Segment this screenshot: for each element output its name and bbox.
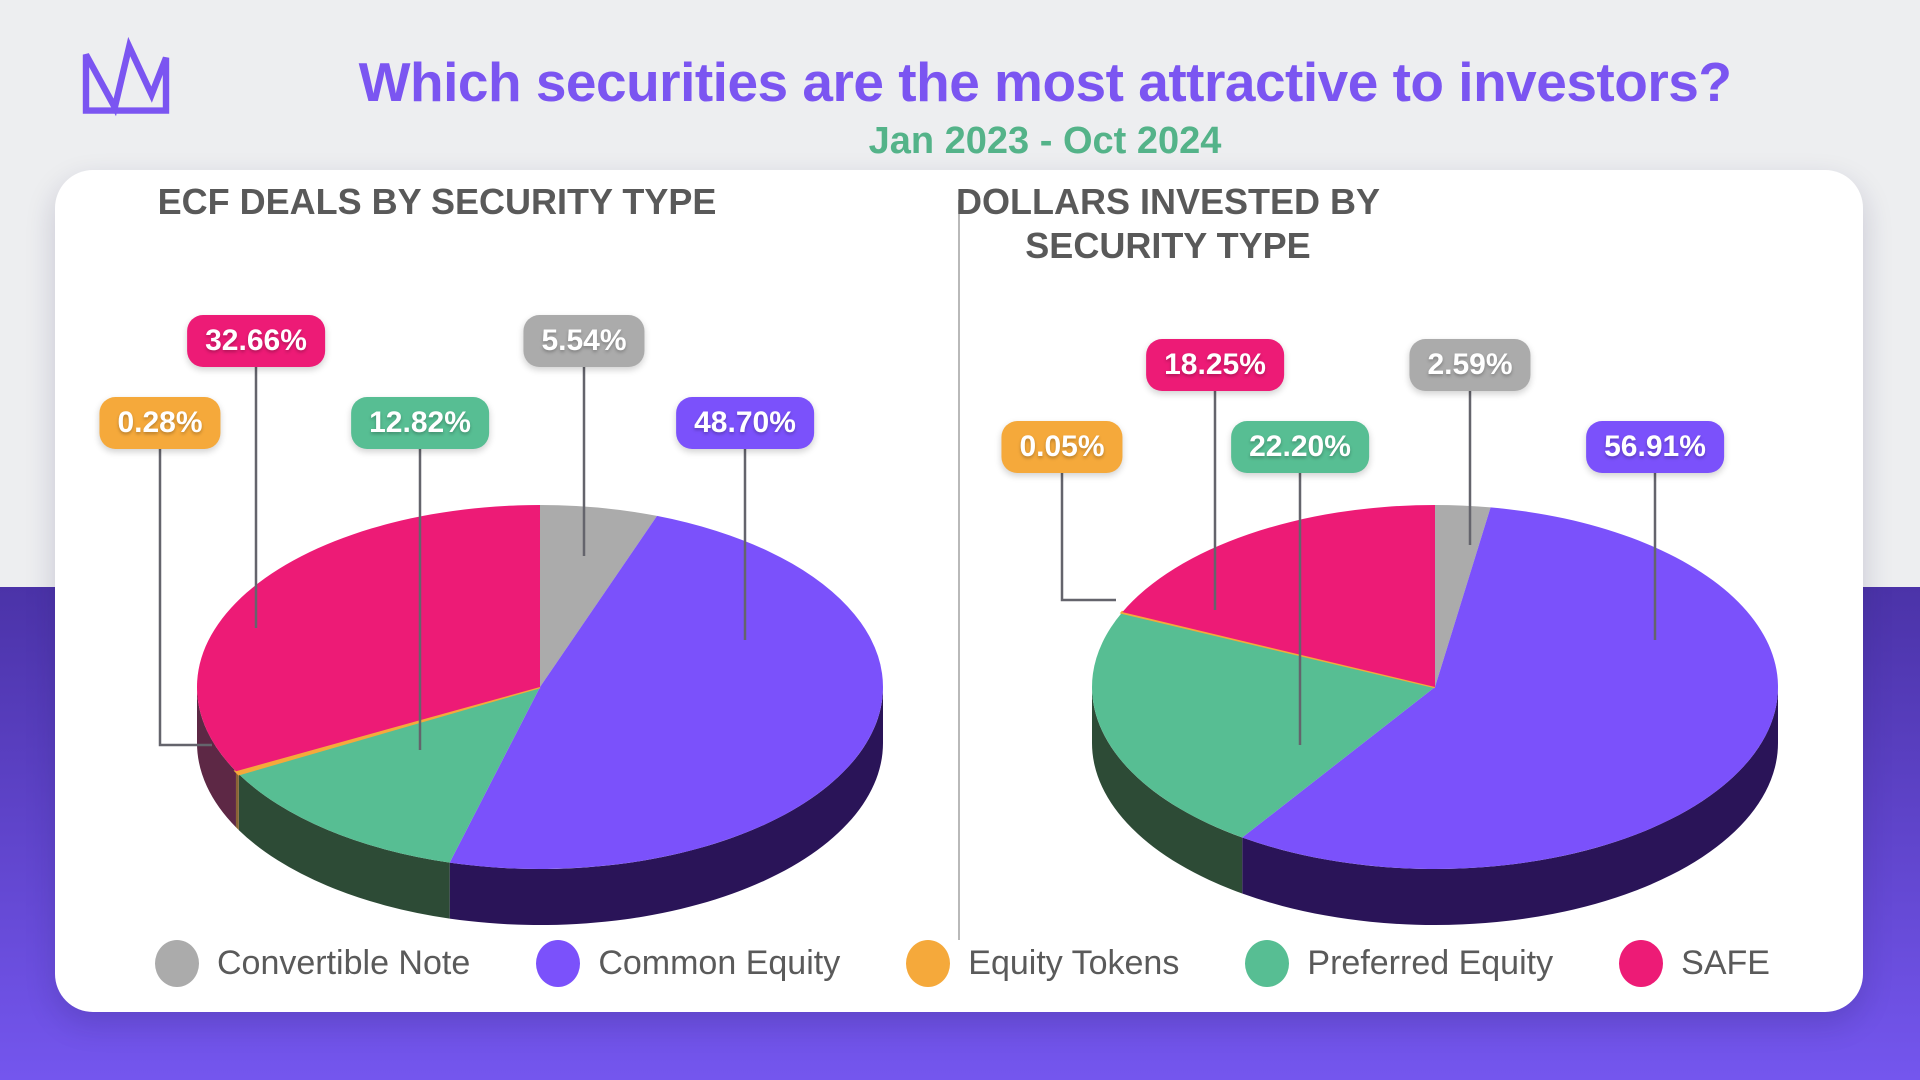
legend-dot-icon <box>1245 939 1290 987</box>
pie-side-safe <box>197 687 236 828</box>
percent-badge-convertible-note: 2.59% <box>1409 339 1531 391</box>
pie-side-common-equity <box>449 687 883 925</box>
vertical-divider <box>958 200 960 940</box>
pie-slice-preferred-equity <box>1092 612 1435 838</box>
pie-side-common-equity <box>1242 687 1779 925</box>
left-chart-title: ECF DEALS BY SECURITY TYPE <box>157 181 717 222</box>
pie-side-preferred-equity <box>1092 687 1243 894</box>
pie-side-equity-tokens <box>235 771 239 831</box>
pie-slice-common-equity <box>449 515 884 870</box>
pie-side-preferred-equity <box>238 774 450 919</box>
legend-label: Convertible Note <box>217 943 471 982</box>
percent-badge-preferred-equity: 22.20% <box>1231 421 1369 473</box>
legend-label: SAFE <box>1681 943 1770 982</box>
percent-badge-common-equity: 56.91% <box>1586 421 1724 473</box>
pie-slice-convertible-note <box>540 505 657 687</box>
legend-label: Common Equity <box>598 943 841 982</box>
pie-slice-common-equity <box>1242 507 1778 869</box>
pie-left <box>158 367 884 925</box>
legend-item-convertible-note: Convertible Note <box>155 939 471 987</box>
percent-badge-equity-tokens: 0.28% <box>99 397 221 449</box>
pie-slice-equity-tokens <box>233 685 541 776</box>
right-chart-title: DOLLARS INVESTED BY SECURITY TYPE <box>955 181 1381 266</box>
pie-slice-preferred-equity <box>238 687 540 863</box>
percent-badge-safe: 32.66% <box>187 315 325 367</box>
percent-badge-equity-tokens: 0.05% <box>1001 421 1123 473</box>
legend-item-safe: SAFE <box>1619 939 1770 987</box>
legend-label: Preferred Equity <box>1307 943 1554 982</box>
legend-dot-icon <box>906 939 951 987</box>
percent-badge-safe: 18.25% <box>1146 339 1284 391</box>
legend-dot-icon <box>155 939 199 987</box>
page-subtitle: Jan 2023 - Oct 2024 <box>868 120 1222 162</box>
legend-dot-icon <box>1619 939 1664 987</box>
leader-line-equity-tokens <box>1060 473 1116 602</box>
crown-icon <box>82 36 170 117</box>
pie-slice-convertible-note <box>1435 505 1491 687</box>
legend-item-equity-tokens: Equity Tokens <box>906 939 1180 987</box>
legend-label: Equity Tokens <box>968 943 1180 982</box>
percent-badge-convertible-note: 5.54% <box>523 315 645 367</box>
legend-dot-icon <box>536 939 581 987</box>
percent-badge-common-equity: 48.70% <box>676 397 814 449</box>
page-title: Which securities are the most attractive… <box>358 51 1732 113</box>
pie-right <box>1060 391 1779 925</box>
legend: Convertible Note Common Equity Equity Toke… <box>155 936 1770 990</box>
pie-slice-safe <box>1122 505 1435 687</box>
legend-item-preferred-equity: Preferred Equity <box>1245 939 1554 987</box>
pie-slice-safe <box>196 505 540 772</box>
leader-line-equity-tokens <box>158 449 212 747</box>
percent-badge-preferred-equity: 12.82% <box>351 397 489 449</box>
legend-item-common-equity: Common Equity <box>536 939 841 987</box>
